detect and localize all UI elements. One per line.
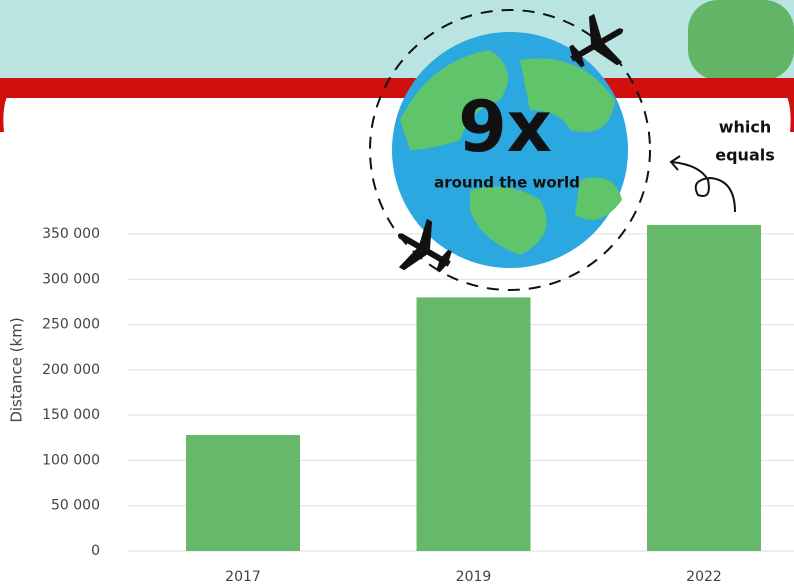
red-banner: [0, 78, 794, 98]
continent: [400, 50, 508, 150]
y-tick-label: 100 000: [42, 452, 100, 468]
corner-shape: [688, 0, 794, 80]
banner-curl-left: [0, 80, 22, 132]
x-tick-label: 2019: [456, 569, 492, 585]
y-tick-label: 350 000: [42, 226, 100, 242]
x-tick-label: 2017: [225, 569, 261, 585]
plot: 0 50 000 100 000 150 000 200 000 250 000 300 0…: [42, 224, 794, 585]
y-tick-label: 300 000: [42, 271, 100, 287]
header-band: [0, 0, 794, 90]
x-tick-label: 2022: [686, 569, 722, 585]
orbit: [369, 9, 651, 291]
y-tick-label: 0: [91, 543, 100, 559]
caption: around the world: [434, 174, 580, 192]
bar: [647, 224, 761, 551]
note: which: [719, 118, 772, 137]
y-axis-title: Distance (km): [8, 317, 26, 422]
multiplier: 9x: [458, 86, 552, 168]
plane-icon: [397, 218, 452, 273]
y-tick-label: 250 000: [42, 317, 100, 333]
y-tick-label: 150 000: [42, 407, 100, 423]
bar: [186, 435, 300, 551]
bar: [416, 297, 531, 551]
continent: [520, 58, 615, 133]
arrow: [669, 155, 736, 213]
banner-curl-right: [772, 80, 794, 132]
plane-icon: [569, 13, 624, 68]
y-tick-label: 200 000: [42, 362, 100, 378]
y-tick-label: 50 000: [51, 498, 100, 514]
continent: [470, 186, 547, 255]
continent: [575, 177, 622, 220]
note: equals: [715, 146, 775, 165]
